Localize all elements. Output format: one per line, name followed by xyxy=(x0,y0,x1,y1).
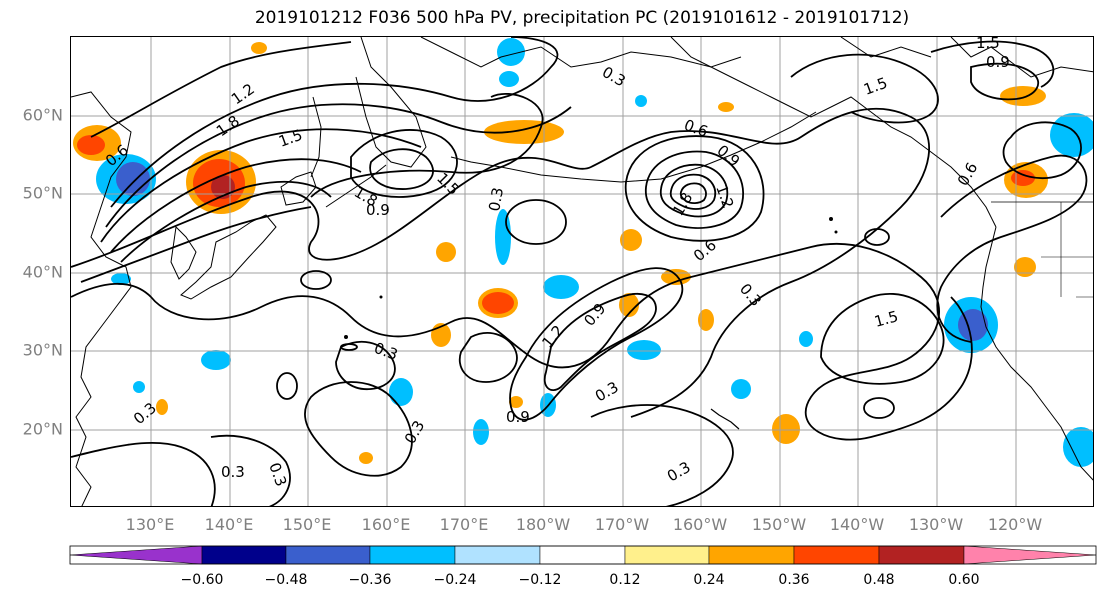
lat-label-30n: 30°N xyxy=(22,340,63,360)
contour-label: 0.3 xyxy=(599,63,629,91)
contour-label: 1.5 xyxy=(872,307,900,331)
colorbar-tick: 0.36 xyxy=(778,572,810,588)
lon-label-150e: 150°E xyxy=(282,515,332,534)
colorbar-cell xyxy=(624,545,710,565)
colorbar-tick: −0.36 xyxy=(348,572,392,588)
lon-label-160w: 160°W xyxy=(672,515,728,534)
map-canvas: 1.5 0.9 0.3 1.5 1.2 1.8 1.5 0.6 1.8 0.9 … xyxy=(71,37,1093,506)
lat-label-20n: 20°N xyxy=(22,419,63,439)
map-panel: 1.5 0.9 0.3 1.5 1.2 1.8 1.5 0.6 1.8 0.9 … xyxy=(70,36,1094,507)
contour-label: 0.9 xyxy=(580,300,609,330)
colorbar-tick: −0.24 xyxy=(433,572,477,588)
contour-label: 0.3 xyxy=(736,280,765,310)
lon-label-160e: 160°E xyxy=(361,515,411,534)
lon-label-130e: 130°E xyxy=(125,515,175,534)
lon-label-170w: 170°W xyxy=(594,515,650,534)
lon-label-140w: 140°W xyxy=(829,515,885,534)
colorbar xyxy=(69,545,1097,565)
lon-label-180w: 180°W xyxy=(515,515,571,534)
colorbar-cell xyxy=(539,545,626,565)
colorbar-cell xyxy=(878,545,965,565)
contour-label: 0.9 xyxy=(366,201,390,219)
colorbar-tick: −0.48 xyxy=(264,572,308,588)
colorbar-cell xyxy=(454,545,541,565)
map-title: 2019101212 F036 500 hPa PV, precipitatio… xyxy=(254,8,910,28)
contour-label: 0.9 xyxy=(713,141,743,170)
contour-label: 0.3 xyxy=(401,417,429,447)
contour-label: 0.3 xyxy=(372,339,401,364)
colorbar-tick: 0.60 xyxy=(948,572,980,588)
lon-label-140e: 140°E xyxy=(204,515,254,534)
contour-label: 0.9 xyxy=(986,53,1010,71)
contour-label: 0.3 xyxy=(485,186,507,213)
colorbar-cell xyxy=(285,545,371,565)
lon-label-120w: 120°W xyxy=(987,515,1043,534)
lon-label-150w: 150°W xyxy=(751,515,807,534)
contour-label: 1.2 xyxy=(538,322,567,352)
contour-label: 1.5 xyxy=(976,37,1000,52)
colorbar-tick: 0.12 xyxy=(609,572,641,588)
contour-label: 0.9 xyxy=(506,408,530,426)
colorbar-cell xyxy=(369,545,456,565)
contour-label: 1.5 xyxy=(276,126,305,151)
contour-label: 0.6 xyxy=(954,159,982,189)
colorbar-cell xyxy=(793,545,880,565)
colorbar-cell xyxy=(708,545,795,565)
colorbar-tick: 0.24 xyxy=(693,572,725,588)
contour-label: 0.3 xyxy=(592,378,622,406)
lon-label-130w: 130°W xyxy=(908,515,964,534)
contour-label: 1.5 xyxy=(861,74,890,99)
contour-label: 0.3 xyxy=(130,399,160,428)
precip-positive-shading xyxy=(73,42,1048,464)
coastlines xyxy=(71,37,1093,506)
contour-labels: 1.5 0.9 0.3 1.5 1.2 1.8 1.5 0.6 1.8 0.9 … xyxy=(102,37,1010,489)
colorbar-tick: −0.60 xyxy=(180,572,224,588)
colorbar-tick: −0.12 xyxy=(518,572,562,588)
contour-label: 1.2 xyxy=(712,182,737,211)
lat-label-60n: 60°N xyxy=(22,105,63,125)
contour-label: 0.3 xyxy=(664,458,694,486)
colorbar-cell xyxy=(963,545,1097,565)
colorbar-cell xyxy=(201,545,287,565)
contour-label: 0.3 xyxy=(221,463,245,481)
precip-negative-shading xyxy=(96,38,1093,467)
lat-label-50n: 50°N xyxy=(22,183,63,203)
colorbar-cell xyxy=(69,545,203,565)
lat-label-40n: 40°N xyxy=(22,262,63,282)
colorbar-tick: 0.48 xyxy=(863,572,895,588)
pv-contours xyxy=(71,37,1088,506)
lon-label-170e: 170°E xyxy=(439,515,489,534)
